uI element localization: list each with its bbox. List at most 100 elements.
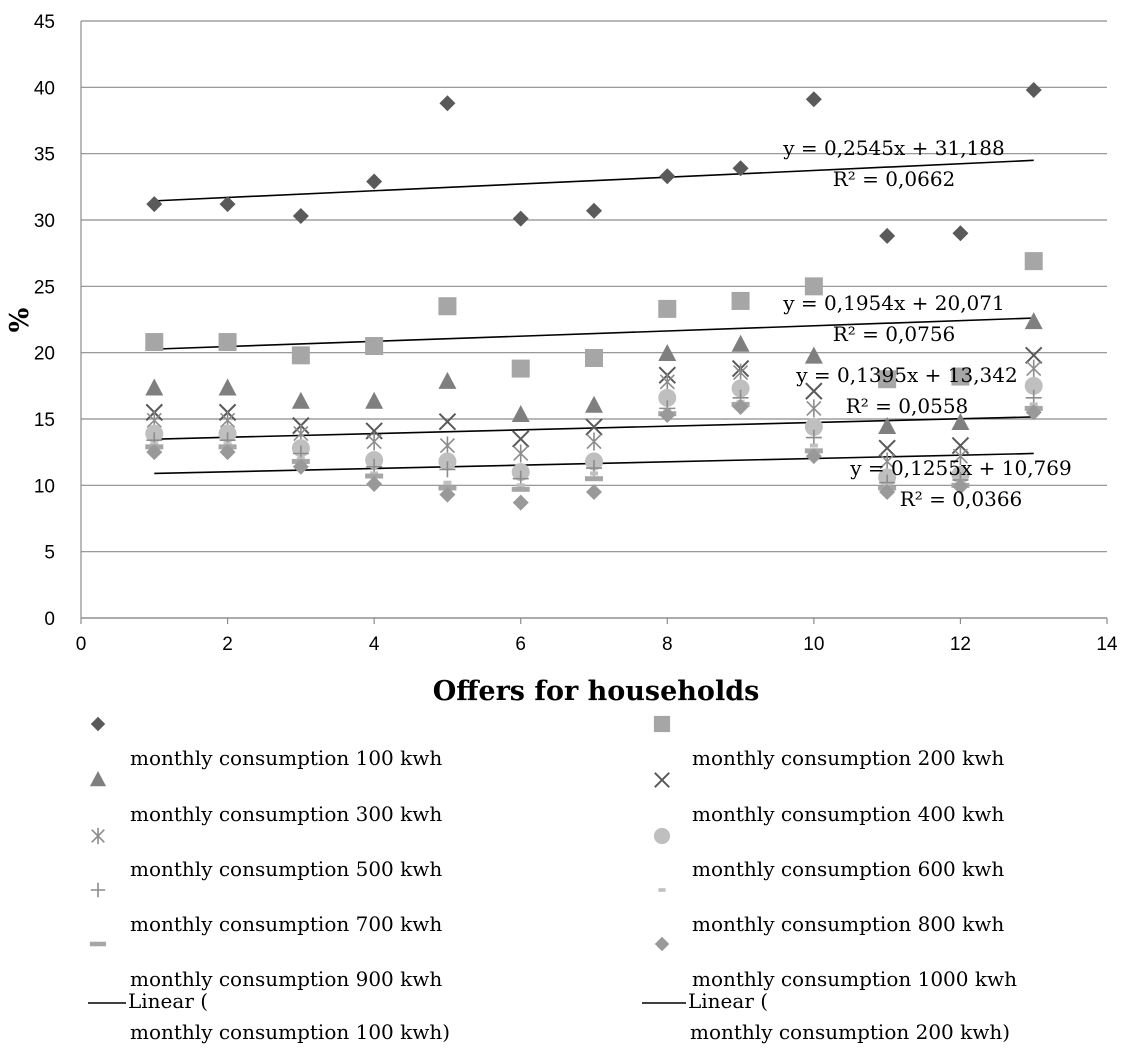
trendline-equation: y = 0,1954x + 20,071 [782, 291, 1004, 315]
data-point [585, 418, 603, 436]
data-point [658, 343, 677, 361]
data-point [731, 379, 750, 398]
legend-label: monthly consumption 300 kwh [130, 802, 442, 826]
data-point [218, 378, 237, 396]
data-point [89, 941, 107, 947]
data-point [586, 432, 602, 451]
x-tick-label: 12 [950, 634, 971, 655]
trendline [154, 317, 1034, 350]
data-point [365, 337, 384, 356]
data-point [732, 399, 749, 416]
data-point [1024, 376, 1043, 395]
data-point [952, 447, 968, 466]
legend-label: monthly consumption 600 kwh [692, 857, 1004, 881]
legend-label: monthly consumption 200 kwh [692, 746, 1004, 770]
data-point [1024, 312, 1043, 330]
data-point [804, 277, 823, 296]
trendline [154, 159, 1034, 202]
data-point [365, 391, 384, 409]
data-point [511, 405, 530, 423]
data-point [878, 370, 897, 389]
data-point [90, 882, 106, 898]
data-point [512, 494, 529, 511]
data-point [512, 430, 530, 448]
data-point [879, 227, 896, 244]
data-point [658, 388, 677, 407]
trendline-r2: R² = 0,0756 [833, 322, 956, 346]
data-point [366, 476, 383, 493]
data-point [654, 936, 670, 952]
data-point [879, 452, 895, 471]
data-point [733, 363, 749, 382]
data-point [732, 160, 749, 177]
data-point [146, 444, 163, 461]
trendline-equation: y = 0,1255x + 10,769 [849, 456, 1071, 480]
data-points [145, 81, 1043, 511]
data-point [731, 291, 750, 310]
trendline-equations: y = 0,2545x + 31,188 R² = 0,0662 y = 0,195… [782, 136, 1071, 511]
trendline-r2: R² = 0,0662 [833, 167, 956, 191]
data-point [439, 461, 456, 478]
data-point [90, 716, 106, 732]
data-point [146, 196, 163, 213]
trendline-equation: y = 0,1395x + 13,342 [795, 363, 1017, 387]
data-point [89, 771, 107, 787]
legend-label: monthly consumption 800 kwh [692, 912, 1004, 936]
data-point [218, 333, 237, 352]
data-point [586, 202, 602, 219]
data-point [219, 196, 236, 213]
x-axis-title: Offers for households [433, 676, 760, 707]
data-point [878, 439, 896, 457]
data-point [805, 429, 822, 446]
data-point [879, 483, 896, 500]
axes [80, 21, 1108, 624]
data-point [653, 715, 671, 733]
data-point [585, 476, 603, 482]
data-point [804, 417, 823, 436]
data-point [439, 95, 456, 112]
legend-trendline-label-line: Linear ( [688, 989, 768, 1013]
legend-trendline-label: Linear (monthly consumption 100 kwh) [128, 989, 450, 1044]
data-point [878, 416, 897, 434]
data-point [1024, 252, 1043, 271]
data-point [219, 444, 236, 461]
data-point [513, 444, 529, 463]
y-tick-label: 10 [34, 476, 55, 497]
data-point [145, 378, 164, 396]
gridlines [81, 20, 1107, 619]
y-tick-labels: 0 5 10 15 20 25 30 35 40 45 [34, 12, 55, 630]
legend-label: monthly consumption 500 kwh [130, 857, 442, 881]
data-point [439, 436, 455, 455]
legend-trendline-label-line: monthly consumption 200 kwh) [690, 1020, 1010, 1044]
legend-label: monthly consumption 700 kwh [130, 912, 442, 936]
data-point [511, 486, 530, 492]
data-point [804, 346, 823, 364]
data-point [292, 458, 309, 475]
data-point [366, 173, 383, 190]
y-tick-label: 0 [44, 609, 55, 630]
data-point [516, 483, 525, 488]
data-point [806, 399, 822, 418]
y-tick-label: 5 [44, 543, 55, 564]
x-tick-label: 0 [76, 634, 87, 655]
x-tick-labels: 0 2 4 6 8 10 12 14 [76, 634, 1118, 655]
y-tick-label: 20 [34, 344, 55, 365]
data-point [1025, 404, 1042, 421]
trendline-r2: R² = 0,0558 [846, 394, 969, 418]
data-point [659, 168, 676, 185]
legend-label: monthly consumption 100 kwh [130, 746, 442, 770]
legend-label: monthly consumption 400 kwh [692, 802, 1004, 826]
data-point [805, 91, 822, 108]
data-point [292, 208, 309, 225]
x-tick-label: 6 [515, 634, 526, 655]
data-point [952, 225, 969, 242]
data-point [91, 827, 105, 845]
data-point [291, 391, 310, 409]
data-point [659, 372, 675, 391]
y-tick-label: 40 [34, 78, 55, 99]
y-tick-label: 35 [34, 145, 55, 166]
data-point [585, 348, 603, 367]
legend-trendline-label-line: Linear ( [128, 989, 208, 1013]
data-point [291, 346, 310, 365]
data-point [805, 448, 822, 465]
